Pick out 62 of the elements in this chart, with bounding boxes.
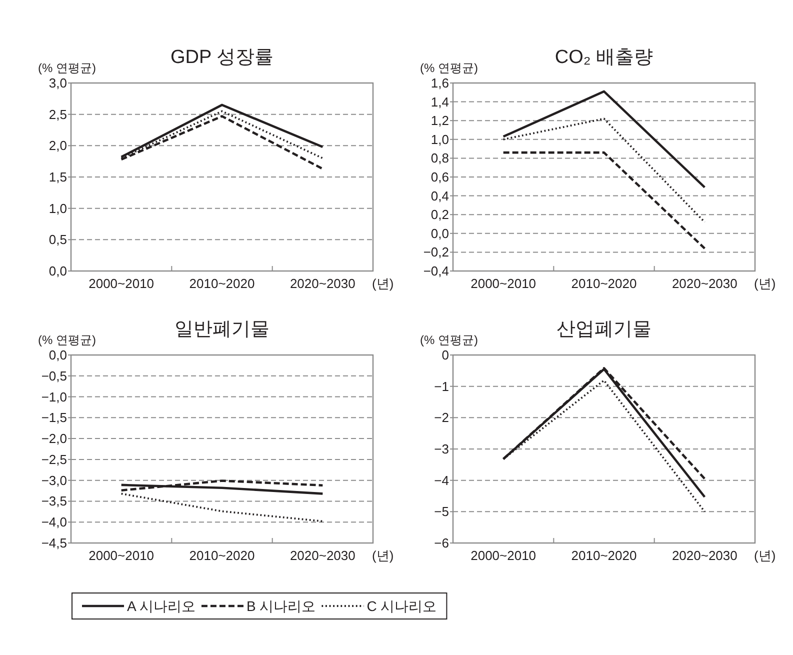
x-tick-label: 2020~2030	[672, 276, 738, 291]
y-axis-title: (% 연평균)	[420, 333, 478, 347]
x-tick-label: 2010~2020	[571, 276, 637, 291]
x-axis-title: (년)	[372, 276, 394, 291]
legend-label: B 시나리오	[246, 598, 316, 614]
x-tick-label: 2020~2030	[672, 548, 738, 563]
y-tick-label: 0	[442, 348, 449, 362]
y-tick-label: 0,8	[430, 150, 449, 166]
y-tick-label: 1,5	[48, 170, 67, 184]
y-tick-label: 0,5	[48, 232, 67, 248]
y-tick-label: −1,5	[41, 410, 67, 426]
y-tick-label: 0,4	[430, 188, 449, 204]
y-tick-label: −4,0	[41, 514, 67, 530]
y-tick-label: 0,6	[430, 170, 449, 184]
y-axis-title: (% 연평균)	[38, 333, 96, 347]
y-axis-title: (% 연평균)	[420, 61, 478, 75]
legend-label: A 시나리오	[127, 598, 196, 614]
x-tick-label: 2000~2010	[470, 276, 536, 291]
y-tick-label: −2,5	[41, 452, 67, 467]
y-tick-label: 0,2	[430, 207, 449, 222]
x-tick-label: 2020~2030	[290, 276, 356, 291]
y-tick-label: −3,0	[41, 472, 67, 488]
y-tick-label: 1,6	[430, 76, 449, 90]
x-tick-label: 2010~2020	[189, 548, 255, 563]
chart-title: CO₂ 배출량	[554, 47, 654, 68]
y-tick-label: 1,4	[430, 94, 449, 110]
x-axis-title: (년)	[754, 548, 776, 563]
x-tick-label: 2020~2030	[290, 548, 356, 563]
x-tick-label: 2000~2010	[88, 548, 154, 563]
y-tick-label: 1,0	[430, 132, 449, 147]
y-tick-label: −4,5	[41, 536, 67, 550]
y-tick-label: 2,5	[48, 106, 67, 122]
y-tick-label: −4	[434, 472, 449, 488]
y-tick-label: −0,5	[41, 368, 67, 384]
y-tick-label: −0,4	[423, 264, 449, 278]
y-tick-label: −2	[434, 410, 449, 426]
y-tick-label: −1	[434, 378, 449, 394]
x-axis-title: (년)	[372, 548, 394, 563]
y-tick-label: 2,0	[48, 138, 67, 154]
x-tick-label: 2010~2020	[189, 276, 255, 291]
y-tick-label: 1,0	[48, 200, 67, 216]
chart-title: GDP 성장률	[170, 47, 274, 68]
y-axis-title: (% 연평균)	[38, 61, 96, 75]
legend-label: C 시나리오	[366, 598, 437, 614]
y-tick-label: −1,0	[41, 389, 67, 404]
chart-title: 일반폐기물	[174, 319, 270, 340]
chart-title: 산업폐기물	[556, 319, 652, 340]
y-tick-label: −5	[434, 504, 449, 520]
y-tick-label: 0,0	[48, 264, 67, 278]
y-tick-label: 3,0	[48, 76, 67, 90]
y-tick-label: −6	[434, 536, 449, 550]
x-tick-label: 2000~2010	[470, 548, 536, 563]
y-tick-label: 0,0	[430, 226, 449, 241]
y-tick-label: 0,0	[48, 348, 67, 362]
y-tick-label: −3	[434, 442, 449, 456]
y-tick-label: −3,5	[41, 494, 67, 509]
y-tick-label: −0,2	[423, 244, 449, 260]
y-tick-label: 1,2	[430, 113, 449, 128]
y-tick-label: −2,0	[41, 431, 67, 446]
x-tick-label: 2000~2010	[88, 276, 154, 291]
x-axis-title: (년)	[754, 276, 776, 291]
x-tick-label: 2010~2020	[571, 548, 637, 563]
